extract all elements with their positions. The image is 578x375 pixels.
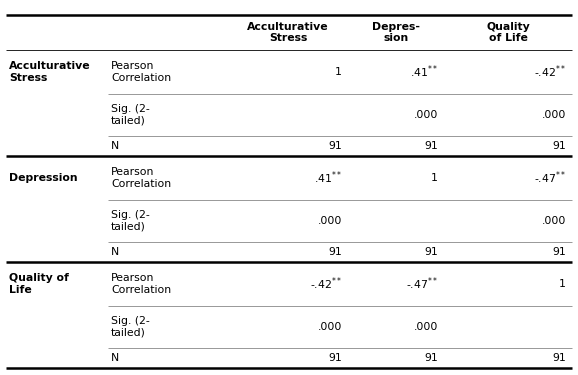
Text: Pearson
Correlation: Pearson Correlation	[111, 61, 171, 83]
Text: Acculturative
Stress: Acculturative Stress	[247, 22, 329, 43]
Text: .000: .000	[414, 110, 438, 120]
Text: 91: 91	[424, 353, 438, 363]
Text: 91: 91	[552, 247, 566, 257]
Text: -.42$^{**}$: -.42$^{**}$	[310, 276, 342, 292]
Text: .000: .000	[318, 216, 342, 226]
Text: Quality of
Life: Quality of Life	[9, 273, 69, 295]
Text: -.47$^{**}$: -.47$^{**}$	[406, 276, 438, 292]
Text: 91: 91	[328, 247, 342, 257]
Text: .41$^{**}$: .41$^{**}$	[410, 64, 438, 80]
Text: Quality
of Life: Quality of Life	[486, 22, 530, 43]
Text: Pearson
Correlation: Pearson Correlation	[111, 167, 171, 189]
Text: Sig. (2-
tailed): Sig. (2- tailed)	[111, 210, 150, 232]
Text: -.42$^{**}$: -.42$^{**}$	[534, 64, 566, 80]
Text: 91: 91	[552, 141, 566, 151]
Text: N: N	[111, 353, 119, 363]
Text: 91: 91	[552, 353, 566, 363]
Text: 91: 91	[424, 141, 438, 151]
Text: Sig. (2-
tailed): Sig. (2- tailed)	[111, 104, 150, 126]
Text: Depression: Depression	[9, 173, 77, 183]
Text: .41$^{**}$: .41$^{**}$	[314, 170, 342, 186]
Text: N: N	[111, 141, 119, 151]
Text: 91: 91	[328, 141, 342, 151]
Text: Depres-
sion: Depres- sion	[372, 22, 420, 43]
Text: .000: .000	[542, 216, 566, 226]
Text: .000: .000	[542, 110, 566, 120]
Text: 91: 91	[328, 353, 342, 363]
Text: .000: .000	[414, 322, 438, 332]
Text: Sig. (2-
tailed): Sig. (2- tailed)	[111, 316, 150, 338]
Text: N: N	[111, 247, 119, 257]
Text: 1: 1	[559, 279, 566, 289]
Text: 91: 91	[424, 247, 438, 257]
Text: .000: .000	[318, 322, 342, 332]
Text: 1: 1	[335, 67, 342, 77]
Text: Acculturative
Stress: Acculturative Stress	[9, 61, 91, 83]
Text: Pearson
Correlation: Pearson Correlation	[111, 273, 171, 295]
Text: -.47$^{**}$: -.47$^{**}$	[534, 170, 566, 186]
Text: 1: 1	[431, 173, 438, 183]
